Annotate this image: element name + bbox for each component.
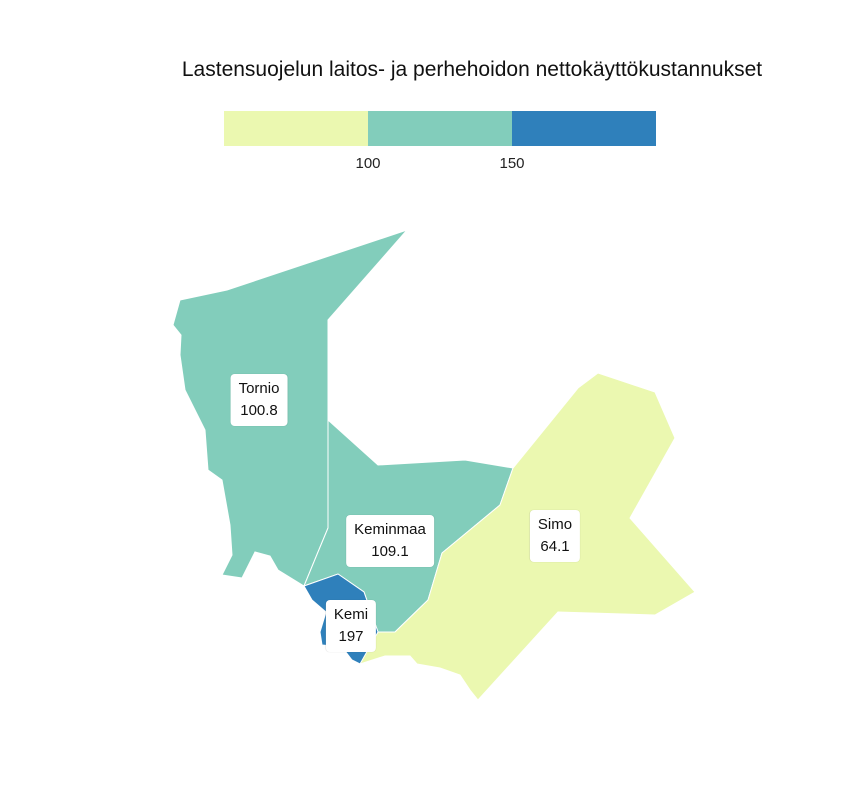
legend-swatch-low xyxy=(224,111,368,146)
region-label-value: 197 xyxy=(338,628,364,645)
legend-tick-150: 150 xyxy=(499,155,525,172)
region-label-value: 109.1 xyxy=(371,543,409,560)
region-label-name: Kemi xyxy=(333,606,369,623)
region-label: Keminmaa 109.1 xyxy=(346,515,434,567)
color-legend xyxy=(224,111,656,146)
region-label-value: 100.8 xyxy=(240,402,278,419)
legend-tick-100: 100 xyxy=(355,155,381,172)
map-title: Lastensuojelun laitos- ja perhehoidon ne… xyxy=(181,58,763,81)
region-label-value: 64.1 xyxy=(540,538,570,555)
legend-swatch-high xyxy=(512,111,656,146)
region-label-name: Tornio xyxy=(238,380,280,397)
region-label-name: Simo xyxy=(537,516,573,533)
legend-swatch-mid xyxy=(368,111,512,146)
region-label: Simo 64.1 xyxy=(529,510,581,562)
region-simo[interactable] xyxy=(358,372,696,701)
region-label: Kemi 197 xyxy=(325,600,377,652)
region-label: Tornio 100.8 xyxy=(230,374,288,426)
region-label-name: Keminmaa xyxy=(354,521,426,538)
